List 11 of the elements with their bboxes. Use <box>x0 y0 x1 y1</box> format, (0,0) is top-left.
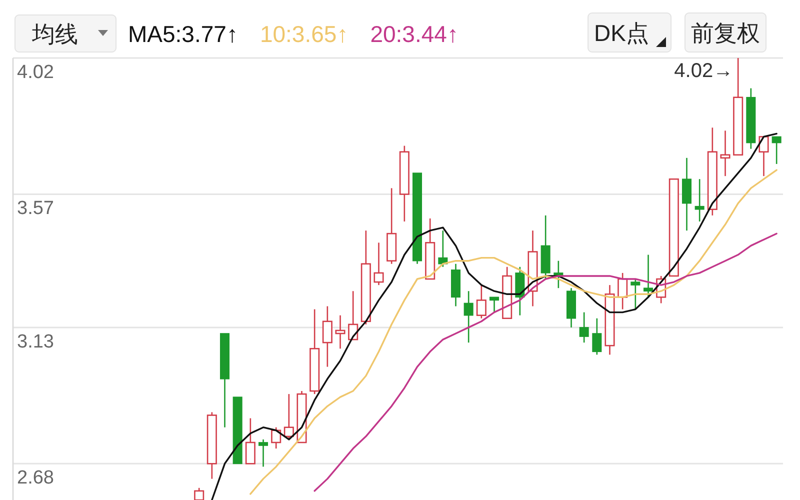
legend-entry: 20:3.44↑ <box>370 21 458 47</box>
control: 均线 <box>14 14 116 52</box>
annotation: 4.02→ <box>674 60 734 82</box>
legend-entry: MA5:3.77↑ <box>128 21 238 47</box>
y-tick-label: 4.02 <box>17 62 54 83</box>
y-tick-label: 3.57 <box>17 198 54 220</box>
legend-entry: 10:3.65↑ <box>260 21 348 47</box>
control: 前复权 <box>684 12 766 52</box>
control: DK点 <box>588 12 672 52</box>
y-tick-label: 2.68 <box>17 468 54 489</box>
y-tick-label: 3.13 <box>17 331 54 352</box>
